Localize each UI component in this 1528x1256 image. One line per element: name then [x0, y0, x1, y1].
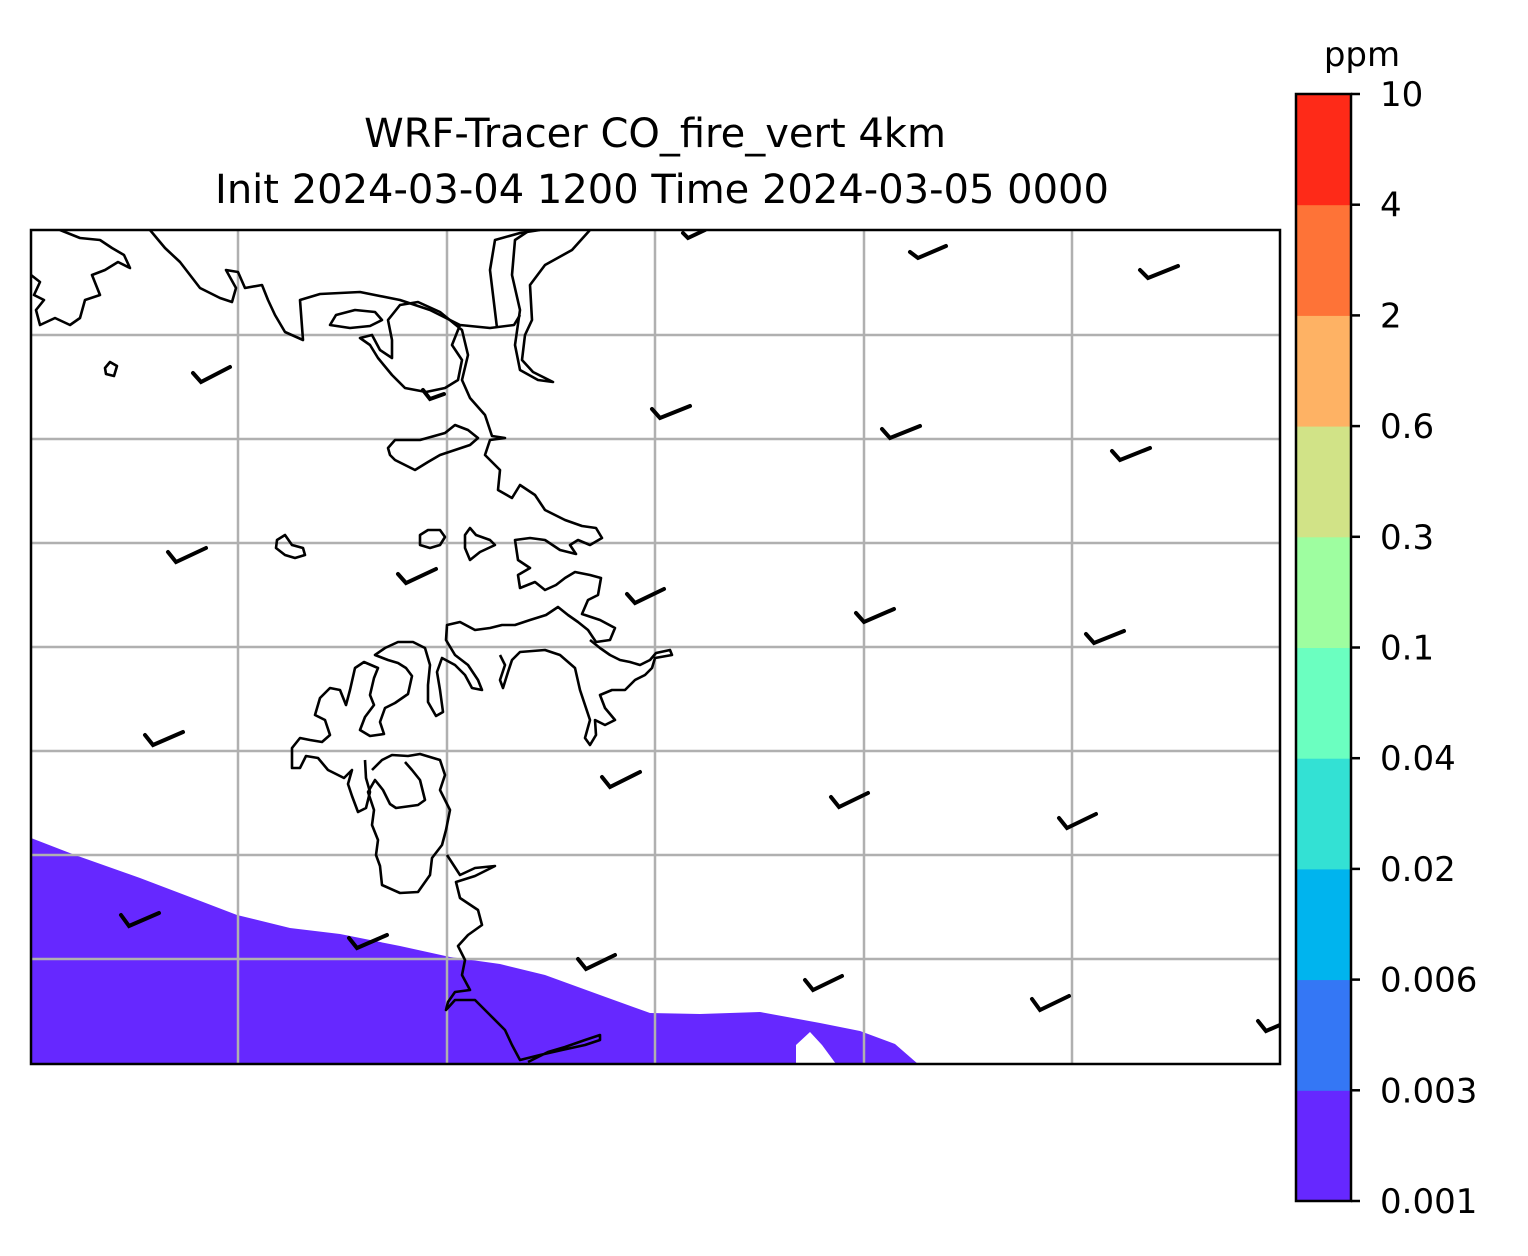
fill-gap-notch: [796, 1032, 836, 1064]
wind-barb: [1110, 446, 1152, 463]
wind-barb: [191, 365, 232, 385]
coastline-peninsula-lower: [366, 752, 452, 895]
colorbar-tick-label: 0.1: [1380, 629, 1434, 669]
island-1: [274, 533, 307, 560]
wind-barb: [650, 404, 692, 421]
colorbar-tick-label: 0.003: [1380, 1071, 1477, 1111]
title-line-1: WRF-Tracer CO_fire_vert 4km: [364, 111, 946, 157]
co-concentration-fill: [31, 838, 918, 1064]
coastline-north-left: [31, 230, 132, 327]
wind-barb: [625, 587, 666, 606]
colorbar-tick-label: 0.02: [1380, 850, 1456, 890]
colorbar-tick-label: 10: [1380, 75, 1423, 115]
coastlines: [31, 230, 674, 1064]
wind-barb: [854, 607, 896, 625]
title-line-2: Init 2024-03-04 1200 Time 2024-03-05 000…: [215, 167, 1109, 213]
island-2: [418, 528, 447, 550]
wind-barb: [1256, 1019, 1280, 1034]
wind-barb: [908, 244, 948, 261]
colorbar-segment: [1296, 758, 1351, 870]
wind-barb: [421, 388, 446, 402]
wind-barb: [681, 230, 707, 241]
colorbar-segment: [1296, 94, 1351, 206]
colorbar-tick-label: 0.006: [1380, 961, 1477, 1001]
island-4: [386, 423, 480, 472]
wind-barb: [829, 791, 870, 810]
wind-barb: [600, 770, 642, 790]
colorbar-segment: [1296, 1090, 1351, 1202]
coastline-south-channel: [444, 854, 602, 1064]
wind-barb: [1030, 994, 1071, 1013]
colorbar-segment: [1296, 204, 1351, 316]
wind-barb: [166, 546, 208, 565]
colorbar-segment: [1296, 979, 1351, 1091]
island-small-left: [103, 360, 119, 378]
wind-barb: [1084, 629, 1126, 646]
colorbar-segment: [1296, 426, 1351, 538]
wind-barb: [1138, 264, 1180, 281]
colorbar-tick-label: 2: [1380, 296, 1402, 336]
colorbar-tick-label: 4: [1380, 186, 1402, 226]
island-north: [328, 308, 384, 330]
colorbar-tick-label: 0.3: [1380, 518, 1434, 558]
wind-barb: [347, 933, 389, 951]
wind-barb: [1057, 812, 1098, 831]
colorbar-tick-label: 0.04: [1380, 739, 1456, 779]
island-3: [463, 526, 497, 562]
colorbar-unit-label: ppm: [1324, 35, 1400, 75]
colorbar: 0.001 0.003 0.006 0.02 0.04 0.1 0.3 0.6 2 4 10: [1294, 75, 1477, 1222]
colorbar-tick-label: 0.001: [1380, 1182, 1477, 1222]
wind-barbs: [119, 230, 1280, 1034]
wind-barb: [396, 567, 438, 586]
wind-barb: [576, 953, 617, 972]
wind-barb: [143, 730, 185, 748]
island-5: [498, 638, 674, 747]
gridlines: [31, 230, 1280, 1064]
colorbar-tick-label: 0.6: [1380, 407, 1434, 447]
map-frame: [29, 228, 1282, 1066]
coastline-north-middle: [149, 230, 522, 342]
colorbar-segment: [1296, 868, 1351, 981]
colorbar-segment: [1296, 647, 1351, 759]
wind-barb: [803, 974, 844, 993]
wind-barb: [880, 424, 922, 441]
colorbar-segment: [1296, 315, 1351, 427]
inlet-channel-right: [510, 230, 591, 384]
map-panel: [31, 230, 1280, 1064]
wind-barb: [119, 911, 161, 929]
colorbar-segment: [1296, 536, 1351, 648]
coastline-main-channel: [290, 300, 617, 814]
